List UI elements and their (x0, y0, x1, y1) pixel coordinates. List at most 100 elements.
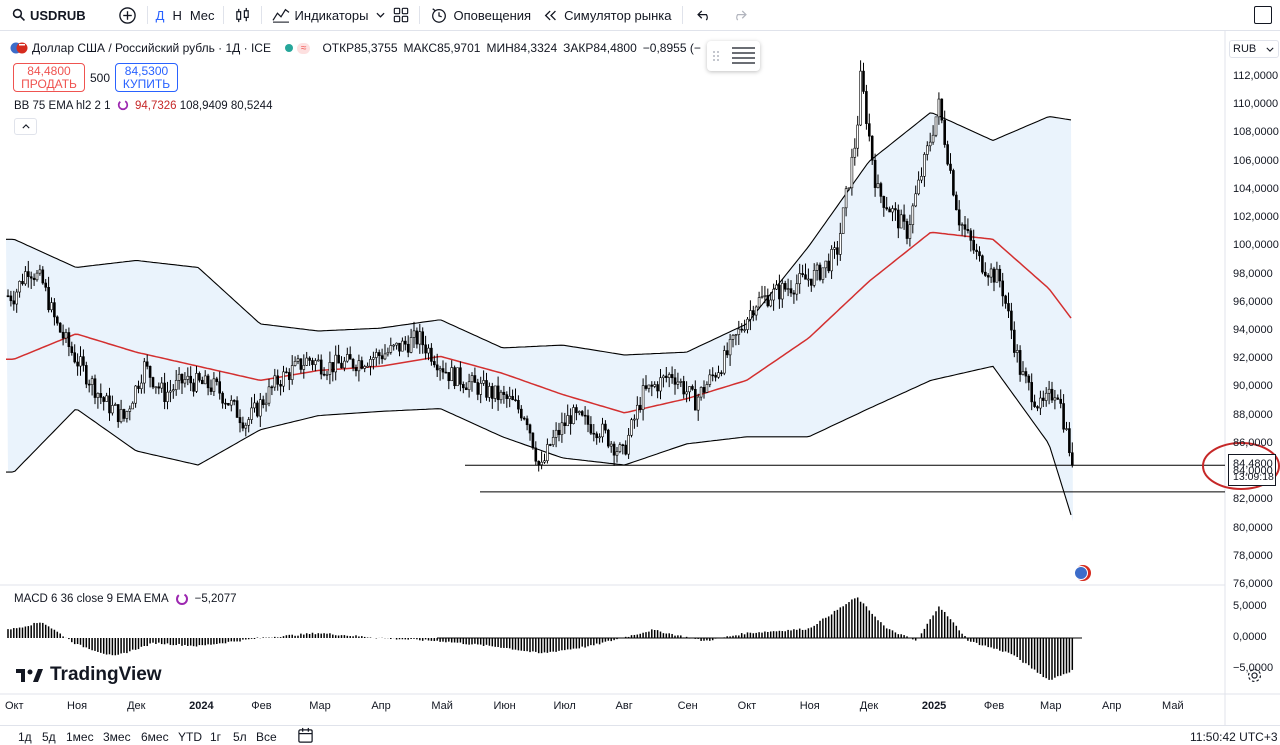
candle-body (479, 383, 483, 395)
interval-month[interactable]: Мес (189, 7, 215, 23)
range-button[interactable]: 1мес (66, 730, 94, 744)
range-button[interactable]: 6мес (141, 730, 169, 744)
rewind-icon (544, 10, 557, 20)
candle-body (380, 355, 384, 360)
candle-body (111, 405, 114, 414)
candle-body (238, 417, 242, 424)
compare-button[interactable] (112, 0, 143, 31)
candle-body (589, 424, 593, 434)
candle-body (488, 386, 491, 398)
bb-fill (6, 112, 1073, 522)
range-button[interactable]: 5л (233, 730, 247, 744)
plus-circle-icon (118, 6, 136, 24)
candle-body (421, 331, 425, 346)
bb-basis-value: 94,7326 (134, 100, 177, 112)
bb-lower-line (6, 365, 1072, 516)
candle-body (586, 415, 590, 425)
candle-body (264, 402, 268, 405)
candle-body (833, 247, 836, 250)
range-button[interactable]: Все (256, 730, 277, 744)
fullscreen-icon[interactable] (1254, 6, 1272, 24)
collapse-legend-button[interactable] (14, 118, 37, 135)
candle-body (453, 367, 456, 387)
candle-body (746, 318, 749, 330)
candle-body (148, 366, 152, 378)
current-price-box (1228, 454, 1276, 486)
candle-body (1007, 303, 1010, 312)
candle-body (641, 385, 645, 410)
candle-body (1071, 452, 1074, 466)
candle-body (6, 295, 10, 298)
candle-body (1012, 329, 1016, 353)
candle-body (322, 373, 326, 376)
candle-body (334, 354, 338, 373)
candle-body (928, 141, 932, 147)
range-button[interactable]: 1г (210, 730, 222, 744)
time-tick-label: Июл (553, 700, 576, 712)
candle-body (157, 386, 161, 389)
grid-layout-icon (394, 7, 409, 23)
candle-body (667, 374, 671, 378)
candle-body (693, 389, 697, 411)
candle-body (664, 375, 668, 378)
candle-body (15, 291, 18, 305)
bb-legend[interactable]: BB 75 EMA hl2 2 1 94,7326 108,9409 80,52… (14, 99, 272, 112)
candle-body (879, 183, 883, 197)
chart-type-button[interactable] (228, 0, 257, 31)
buy-button[interactable]: 84,5300 КУПИТЬ (115, 63, 178, 92)
layouts-button[interactable] (387, 0, 415, 31)
time-tick-label: Сен (677, 700, 698, 712)
symbol-search[interactable]: USDRUB (6, 0, 92, 31)
candle-body (931, 134, 935, 143)
candle-body (847, 187, 851, 190)
candle-body (751, 310, 755, 316)
annotation-ellipse (1202, 442, 1280, 490)
candle-body (685, 391, 688, 395)
candle-body (540, 461, 543, 466)
candle-body (711, 374, 715, 377)
candle-body (862, 70, 865, 92)
alerts-button[interactable]: Оповещения (424, 0, 537, 31)
time-tick-label: Авг (615, 700, 633, 712)
candle-body (328, 362, 332, 375)
candle-body (696, 396, 700, 411)
chevron-down-icon (1266, 47, 1274, 52)
interval-day[interactable]: Д (155, 7, 165, 23)
interval-week[interactable]: Н (172, 7, 182, 23)
candle-body (885, 207, 889, 210)
candle-body (444, 371, 448, 374)
candle-body (430, 347, 433, 362)
redo-button[interactable] (722, 0, 757, 31)
candle-body (786, 288, 790, 290)
undo-button[interactable] (687, 0, 722, 31)
range-button[interactable]: 3мес (103, 730, 131, 744)
time-tick-label: Мар (1039, 700, 1062, 712)
candle-body (285, 371, 288, 374)
candle-body (1056, 397, 1060, 400)
currency-selector[interactable]: RUB (1229, 40, 1279, 58)
candle-body (986, 275, 990, 278)
settings-gear-icon[interactable] (1246, 667, 1263, 684)
candle-body (546, 444, 549, 462)
candle-body (865, 91, 868, 124)
range-button[interactable]: YTD (178, 730, 202, 744)
object-toolbar[interactable] (707, 41, 760, 71)
macd-legend[interactable]: MACD 6 36 close 9 EMA EMA −5,2077 (14, 592, 237, 606)
indicators-dropdown[interactable] (374, 0, 387, 31)
indicators-button[interactable]: Индикаторы (266, 0, 375, 31)
symbol-title[interactable]: Доллар США / Российский рубль · 1Д · ICE (32, 41, 271, 55)
range-button[interactable]: 5д (42, 730, 56, 744)
event-flag-icon (1074, 566, 1088, 580)
candle-body (778, 284, 781, 300)
candle-body (273, 375, 277, 388)
candle-body (717, 372, 720, 378)
sell-button[interactable]: 84,4800 ПРОДАТЬ (13, 63, 85, 92)
calendar-range-icon[interactable] (297, 727, 314, 744)
candle-body (592, 432, 596, 435)
candle-body (267, 386, 271, 404)
replay-button[interactable]: Симулятор рынка (537, 0, 677, 31)
candle-body (70, 346, 74, 353)
range-button[interactable]: 1д (18, 730, 32, 744)
candle-body (412, 330, 416, 338)
